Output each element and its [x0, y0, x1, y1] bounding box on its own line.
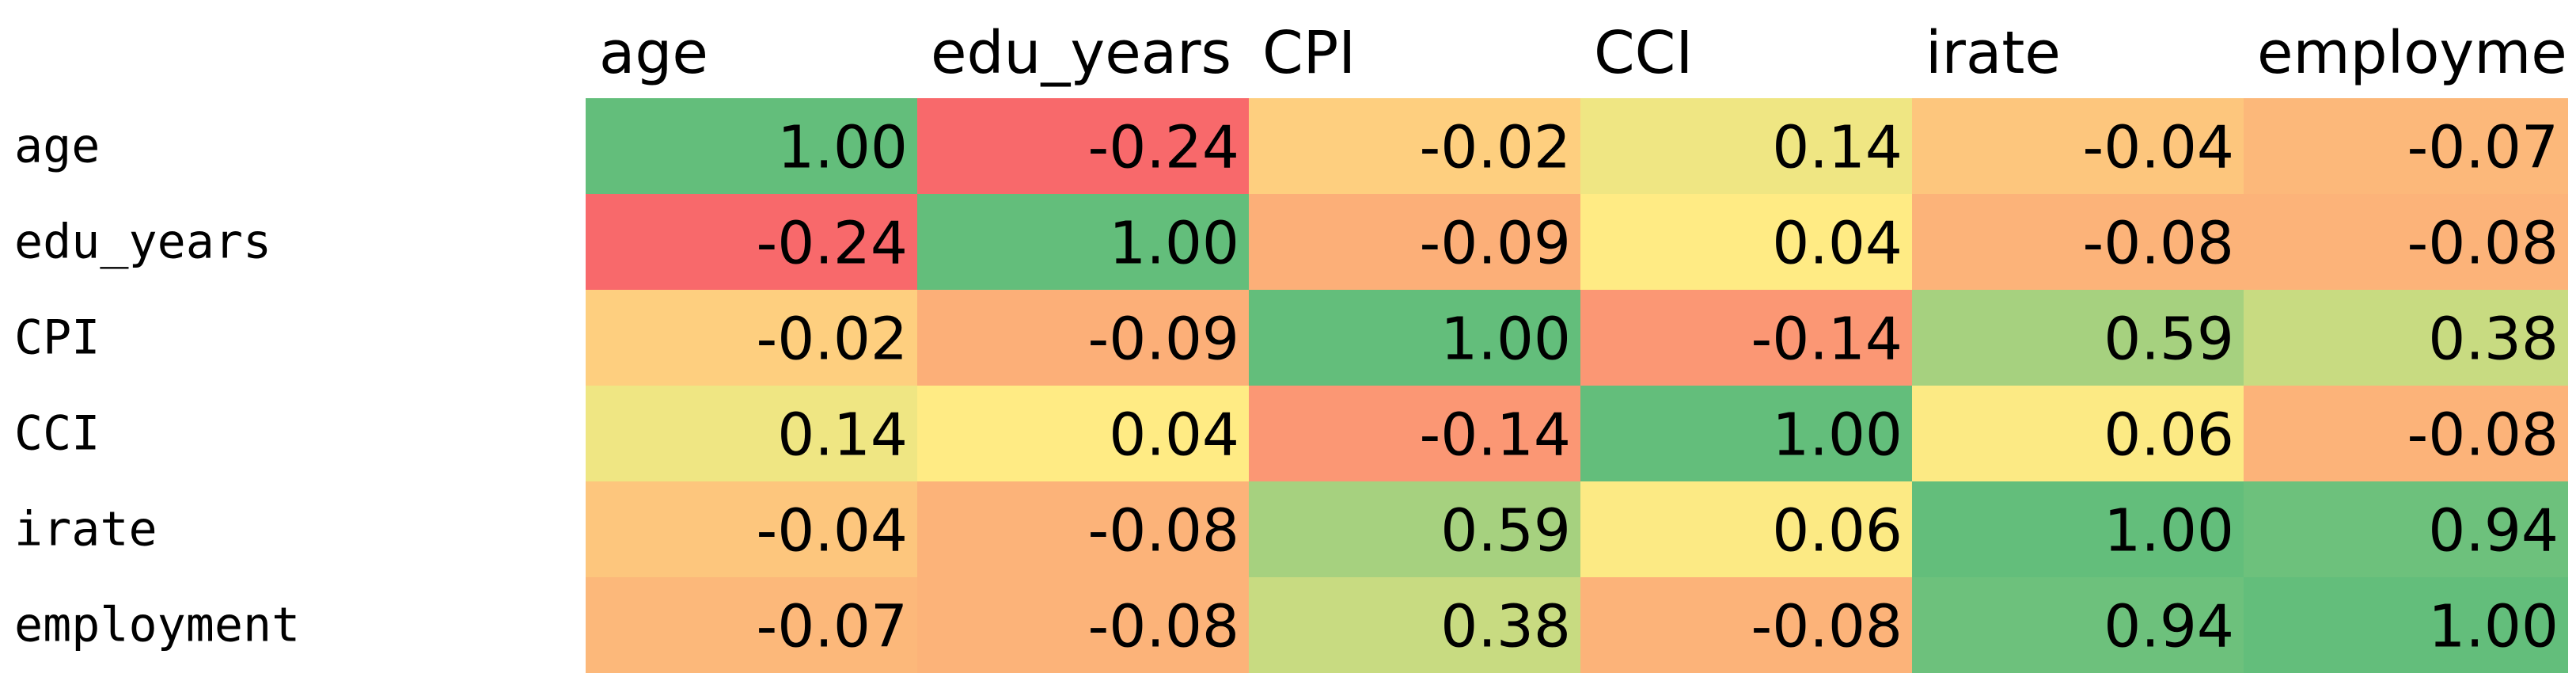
- cell-values: 1.00 -0.24 -0.02 0.14 -0.04 -0.07 -0.24 1.00 -0.…: [757, 114, 2559, 661]
- cell-value-label: 0.38: [1440, 593, 1571, 661]
- row-label: CCI: [14, 406, 100, 462]
- cell-value-label: -0.08: [2407, 210, 2559, 278]
- cell-value-label: -0.07: [2407, 114, 2559, 182]
- column-labels: age edu_years CPI CCI irate employme: [599, 19, 2567, 87]
- cell-value-label: -0.04: [757, 497, 908, 565]
- heatmap-cell: [586, 386, 917, 481]
- heatmap-cell: [1249, 386, 1580, 481]
- cell-value-label: 0.59: [1440, 497, 1571, 565]
- heatmap-cell: [917, 98, 1249, 194]
- cell-value-label: -0.24: [1088, 114, 1239, 182]
- heatmap-cell: [917, 577, 1249, 673]
- row-label: edu_years: [14, 215, 271, 270]
- column-label: irate: [1925, 19, 2061, 87]
- row-label: age: [14, 119, 100, 174]
- row-label: irate: [14, 502, 157, 557]
- heatmap-cell: [1912, 194, 2244, 290]
- heatmap-cell: [1912, 577, 2244, 673]
- cell-value-label: 1.00: [1772, 401, 1903, 470]
- cell-value-label: 0.04: [1772, 210, 1903, 278]
- column-label: employme: [2257, 19, 2567, 87]
- cell-value-label: -0.08: [1088, 497, 1239, 565]
- cell-value-label: 1.00: [777, 114, 908, 182]
- heatmap-cell: [1249, 98, 1580, 194]
- cell-value-label: 0.94: [2428, 497, 2559, 565]
- cell-value-label: -0.14: [1751, 306, 1903, 374]
- heatmap-cell: [1912, 290, 2244, 386]
- heatmap-cell: [1580, 98, 1912, 194]
- cell-value-label: 1.00: [1440, 306, 1571, 374]
- cell-value-label: 0.14: [777, 401, 908, 470]
- heatmap-cell: [586, 194, 917, 290]
- cell-value-label: -0.14: [1420, 401, 1571, 470]
- cell-value-label: 0.06: [1772, 497, 1903, 565]
- column-label: age: [599, 19, 708, 87]
- heatmap-cell: [2244, 481, 2568, 577]
- heatmap-cell: [586, 481, 917, 577]
- row-label: employment: [14, 598, 300, 653]
- column-label: CPI: [1262, 19, 1356, 87]
- cell-value-label: 0.06: [2104, 401, 2234, 470]
- heatmap-cell: [1912, 98, 2244, 194]
- cell-value-label: 0.04: [1109, 401, 1239, 470]
- row-labels: age edu_years CPI CCI irate employment: [14, 119, 300, 653]
- heatmap-cells: [586, 98, 2568, 673]
- cell-value-label: -0.02: [757, 306, 908, 374]
- heatmap-cell: [1580, 481, 1912, 577]
- cell-value-label: 0.94: [2104, 593, 2234, 661]
- heatmap-cell: [1249, 194, 1580, 290]
- cell-value-label: -0.09: [1088, 306, 1239, 374]
- heatmap-cell: [2244, 577, 2568, 673]
- heatmap-cell: [1580, 577, 1912, 673]
- cell-value-label: 1.00: [1109, 210, 1239, 278]
- cell-value-label: -0.04: [2083, 114, 2234, 182]
- heatmap-cell: [1249, 290, 1580, 386]
- heatmap-cell: [2244, 386, 2568, 481]
- heatmap-cell: [1580, 386, 1912, 481]
- heatmap-cell: [917, 386, 1249, 481]
- cell-value-label: 0.14: [1772, 114, 1903, 182]
- cell-value-label: -0.09: [1420, 210, 1571, 278]
- cell-value-label: -0.24: [757, 210, 908, 278]
- heatmap-cell: [2244, 290, 2568, 386]
- heatmap-cell: [586, 577, 917, 673]
- heatmap-cell: [1580, 290, 1912, 386]
- cell-value-label: -0.02: [1420, 114, 1571, 182]
- cell-value-label: 0.38: [2428, 306, 2559, 374]
- heatmap-cell: [2244, 98, 2568, 194]
- cell-value-label: -0.08: [2407, 401, 2559, 470]
- cell-value-label: 1.00: [2428, 593, 2559, 661]
- heatmap-cell: [1912, 386, 2244, 481]
- heatmap-cell: [2244, 194, 2568, 290]
- cell-value-label: -0.08: [1088, 593, 1239, 661]
- heatmap-cell: [586, 98, 917, 194]
- cell-value-label: 1.00: [2104, 497, 2234, 565]
- cell-value-label: -0.08: [2083, 210, 2234, 278]
- cell-value-label: -0.08: [1751, 593, 1903, 661]
- heatmap-cell: [1580, 194, 1912, 290]
- heatmap-cell: [1249, 577, 1580, 673]
- heatmap-cell: [1912, 481, 2244, 577]
- column-label: edu_years: [931, 19, 1231, 87]
- heatmap-cell: [586, 290, 917, 386]
- heatmap-cell: [917, 194, 1249, 290]
- heatmap-cell: [1249, 481, 1580, 577]
- column-label: CCI: [1594, 19, 1693, 87]
- row-label: CPI: [14, 310, 100, 366]
- cell-value-label: -0.07: [757, 593, 908, 661]
- heatmap-cell: [917, 481, 1249, 577]
- heatmap-cell: [917, 290, 1249, 386]
- cell-value-label: 0.59: [2104, 306, 2234, 374]
